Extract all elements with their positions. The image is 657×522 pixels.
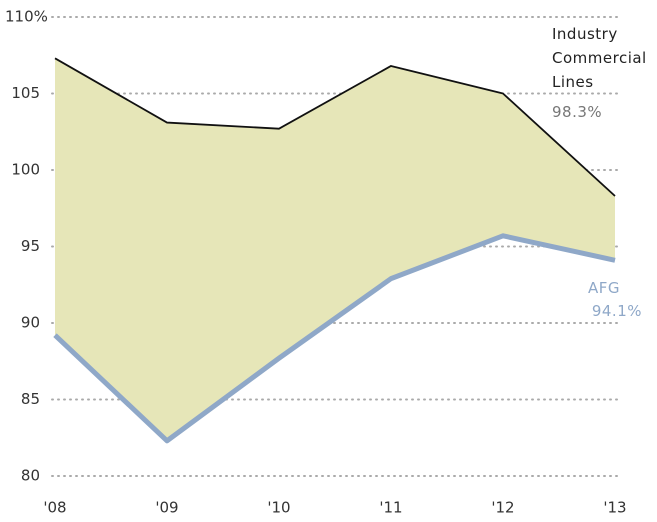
y-tick-label: 105 [11, 84, 40, 102]
y-tick-label: 90 [21, 314, 40, 332]
y-tick-label: 110% [5, 8, 48, 26]
series-line [53, 233, 616, 444]
y-tick-label: 95 [21, 237, 40, 255]
value-label: 98.3% [552, 103, 603, 121]
series-line [54, 57, 616, 197]
series-label: AFG [587, 279, 620, 297]
series-label: Industry Commercial Lines [552, 25, 647, 91]
y-tick-label: 80 [21, 467, 40, 485]
x-tick-label: '12 [491, 499, 514, 517]
y-tick-label: 85 [21, 390, 40, 408]
y-tick-label: 100 [11, 161, 40, 179]
x-tick-label: '11 [379, 499, 402, 517]
x-tick-label: '13 [603, 499, 626, 517]
value-label: 94.1% [591, 302, 642, 320]
band-area [55, 58, 615, 441]
x-tick-label: '08 [43, 499, 66, 517]
x-tick-label: '10 [267, 499, 290, 517]
x-tick-label: '09 [155, 499, 178, 517]
